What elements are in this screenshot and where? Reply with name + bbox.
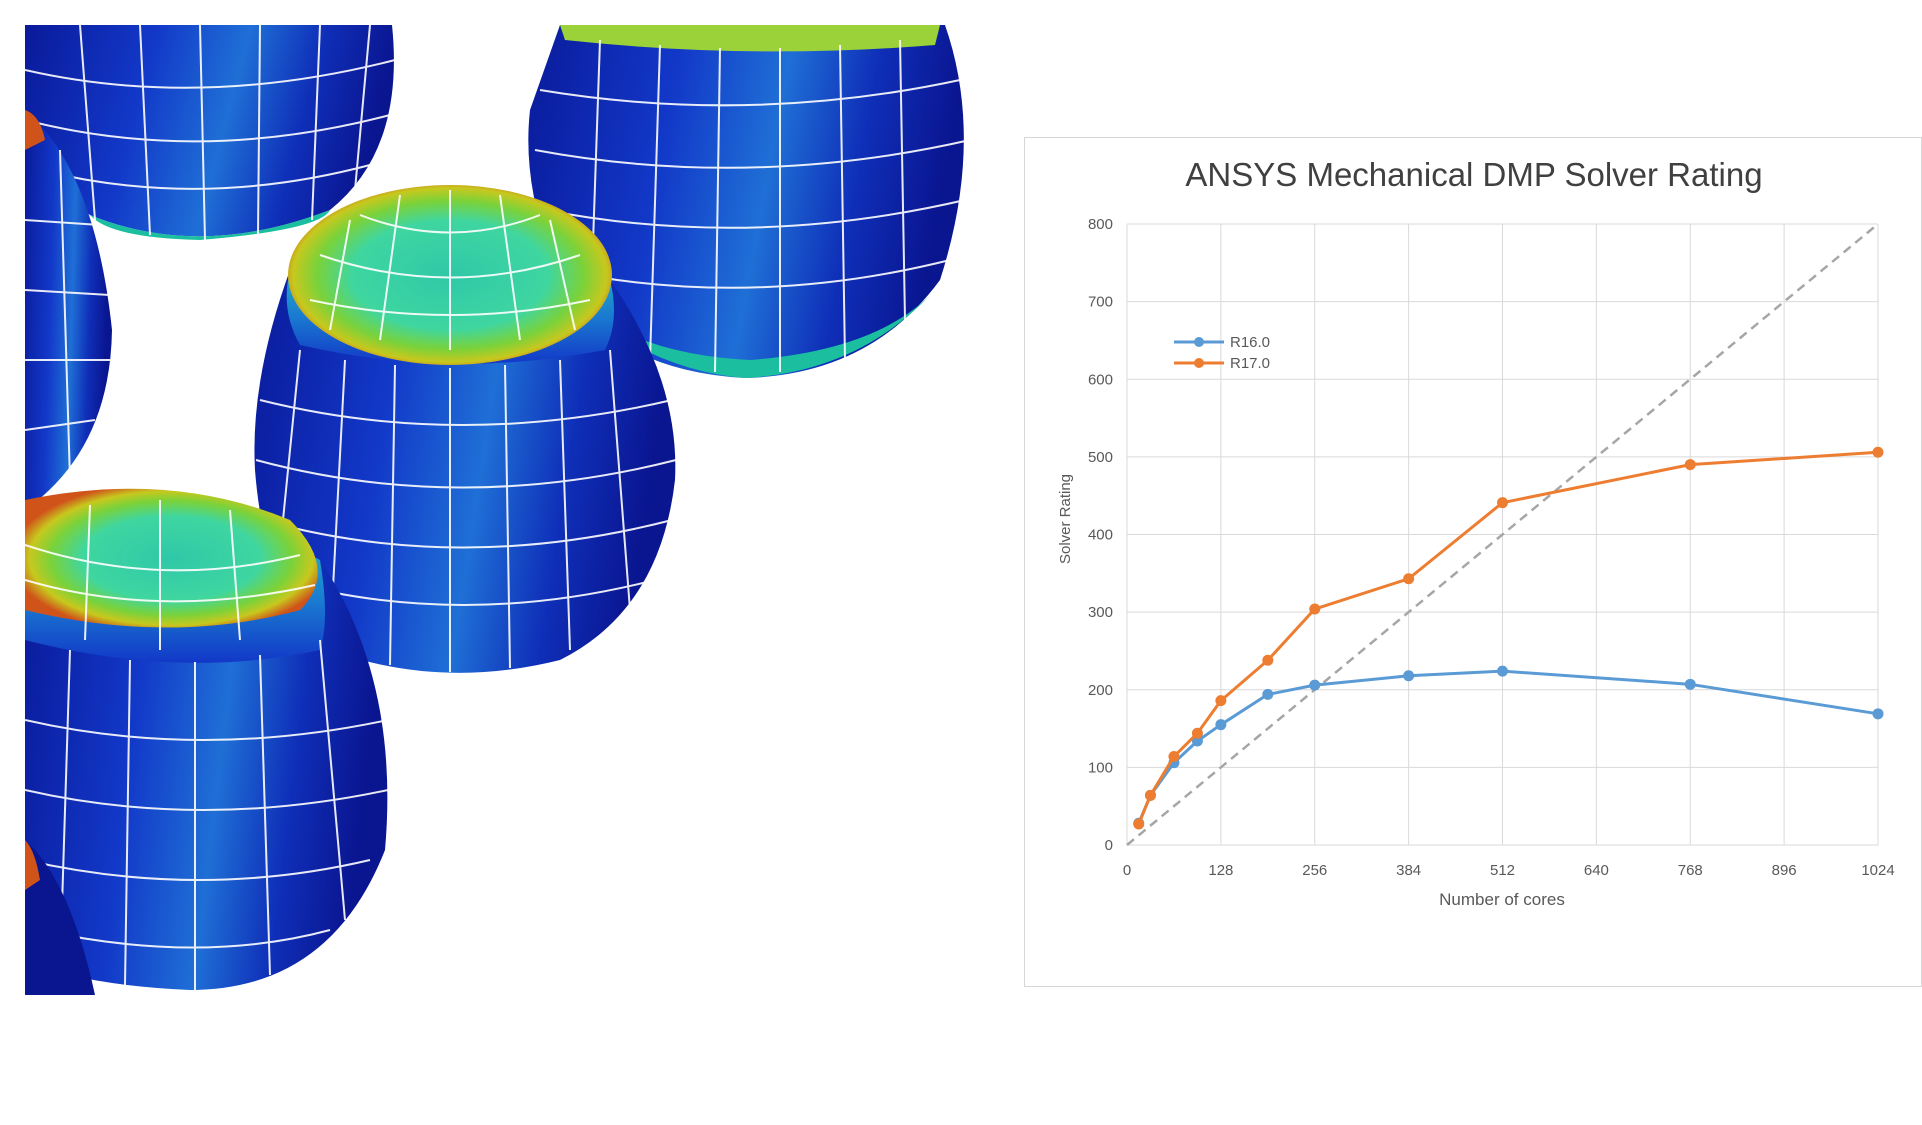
- data-point-r17: [1684, 459, 1696, 471]
- reference-line: [1126, 223, 1879, 846]
- data-point-r16: [1191, 735, 1203, 747]
- data-point-r16: [1262, 688, 1274, 700]
- x-tick-label: 0: [1123, 862, 1131, 879]
- data-point-r16: [1872, 708, 1884, 720]
- ideal-scaling-line: [1126, 223, 1879, 846]
- data-point-r16: [1684, 678, 1696, 690]
- x-tick-label: 896: [1772, 862, 1797, 879]
- y-tick-label: 300: [1088, 604, 1113, 621]
- legend-dot-r17: [1194, 358, 1204, 368]
- fea-mesh-image: [25, 25, 971, 995]
- data-point-r17: [1191, 727, 1203, 739]
- x-axis-label: Number of cores: [1439, 890, 1565, 909]
- series-layer: [1133, 446, 1884, 830]
- fea-barrel: [254, 185, 677, 673]
- fea-barrel: [25, 488, 389, 995]
- data-point-r16: [1309, 679, 1321, 691]
- data-point-r16: [1403, 670, 1415, 682]
- x-tick-label: 640: [1584, 862, 1609, 879]
- y-tick-label: 400: [1088, 527, 1113, 544]
- data-point-r17: [1262, 654, 1274, 666]
- data-point-r17: [1144, 789, 1156, 801]
- x-tick-label: 768: [1678, 862, 1703, 879]
- data-point-r17: [1133, 818, 1145, 830]
- x-tick-label: 256: [1302, 862, 1327, 879]
- x-tick-label: 384: [1396, 862, 1421, 879]
- data-point-r16: [1215, 719, 1227, 731]
- legend: R16.0 R17.0: [1174, 334, 1270, 372]
- series-line-r17: [1137, 450, 1879, 825]
- fea-barrel: [25, 25, 396, 241]
- tick-labels: 0 100 200 300 400 500 600 700 800 0 128 256 384 512 64…: [1088, 216, 1895, 879]
- x-tick-label: 1024: [1861, 862, 1894, 879]
- y-tick-label: 500: [1088, 449, 1113, 466]
- series-line-r16: [1137, 669, 1879, 824]
- y-tick-label: 100: [1088, 759, 1113, 776]
- legend-dot-r16: [1194, 337, 1204, 347]
- fea-barrel: [528, 25, 971, 378]
- y-tick-label: 700: [1088, 294, 1113, 311]
- data-point-r17: [1168, 751, 1180, 763]
- chart-title: ANSYS Mechanical DMP Solver Rating: [1185, 156, 1762, 193]
- y-tick-label: 200: [1088, 682, 1113, 699]
- y-tick-label: 800: [1088, 216, 1113, 233]
- data-point-r16: [1497, 665, 1508, 677]
- solver-rating-chart: ANSYS Mechanical DMP Solver Rating 0 100 2…: [1057, 156, 1895, 909]
- data-point-r17: [1215, 695, 1227, 707]
- x-tick-label: 512: [1490, 862, 1515, 879]
- legend-label-r16: R16.0: [1230, 334, 1270, 351]
- legend-label-r17: R17.0: [1230, 355, 1270, 372]
- y-tick-label: 0: [1105, 837, 1113, 854]
- y-axis-label: Solver Rating: [1057, 474, 1074, 564]
- data-point-r17: [1403, 573, 1415, 585]
- data-point-r17: [1497, 497, 1508, 509]
- gridlines: [1126, 223, 1879, 846]
- fea-barrel: [25, 110, 112, 510]
- x-tick-label: 128: [1208, 862, 1233, 879]
- y-tick-label: 600: [1088, 371, 1113, 388]
- data-point-r17: [1872, 446, 1884, 458]
- data-point-r17: [1309, 603, 1321, 615]
